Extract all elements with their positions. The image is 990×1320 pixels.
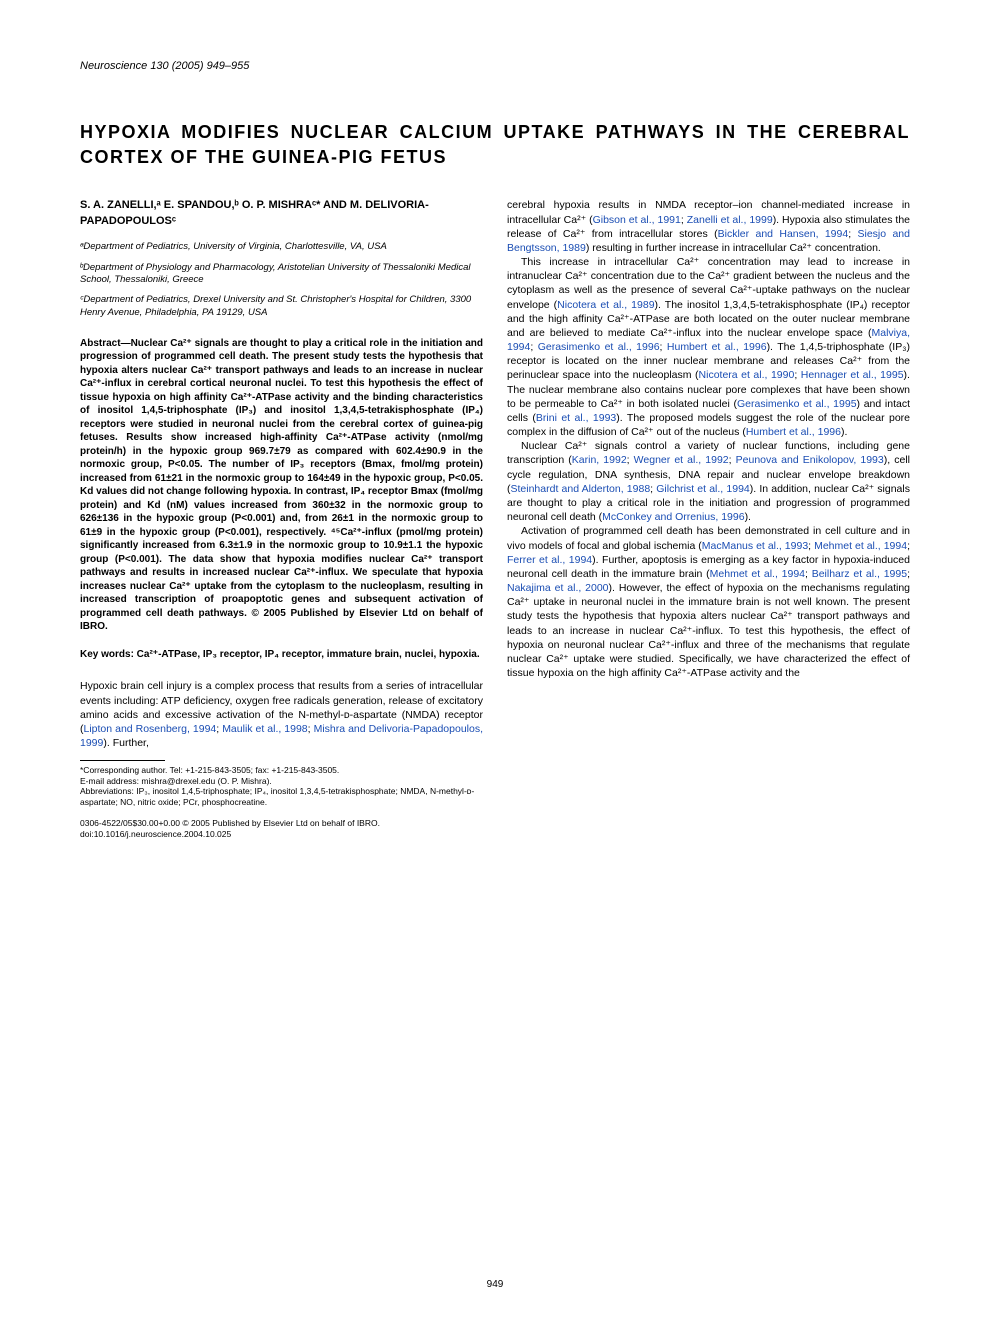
text: ; <box>907 540 910 552</box>
abbreviations-footnote: Abbreviations: IP₃, inositol 1,4,5-triph… <box>80 786 483 807</box>
citation-link[interactable]: Mehmet et al., 1994 <box>814 540 907 552</box>
text: ). However, the effect of hypoxia on the… <box>507 582 910 679</box>
citation-link[interactable]: Gerasimenko et al., 1995 <box>737 398 857 410</box>
body-paragraph-4: Activation of programmed cell death has … <box>507 524 910 680</box>
affiliation-c: ᶜDepartment of Pediatrics, Drexel Univer… <box>80 294 483 319</box>
affiliation-b: ᵇDepartment of Physiology and Pharmacolo… <box>80 262 483 287</box>
citation-link[interactable]: Peunova and Enikolopov, 1993 <box>736 454 884 466</box>
body-paragraph-2: This increase in intracellular Ca²⁺ conc… <box>507 255 910 439</box>
article-title: HYPOXIA MODIFIES NUCLEAR CALCIUM UPTAKE … <box>80 120 910 170</box>
citation-link[interactable]: Humbert et al., 1996 <box>746 426 841 438</box>
page-number: 949 <box>487 1279 504 1290</box>
citation-link[interactable]: Gibson et al., 1991 <box>593 214 681 226</box>
citation-link[interactable]: Gilchrist et al., 1994 <box>656 483 750 495</box>
citation-link[interactable]: Nakajima et al., 2000 <box>507 582 609 594</box>
citation-link[interactable]: Karin, 1992 <box>572 454 627 466</box>
text: ; <box>660 341 667 353</box>
text: ; <box>627 454 634 466</box>
citation-link[interactable]: Humbert et al., 1996 <box>667 341 767 353</box>
text: ; <box>729 454 736 466</box>
citation-link[interactable]: Maulik et al., 1998 <box>222 723 307 735</box>
text: ; <box>805 568 812 580</box>
citation-link[interactable]: Wegner et al., 1992 <box>634 454 729 466</box>
journal-header: Neuroscience 130 (2005) 949–955 <box>80 60 910 72</box>
text: ) resulting in further increase in intra… <box>586 242 881 254</box>
doi-line: 0306-4522/05$30.00+0.00 © 2005 Published… <box>80 818 483 841</box>
text: ; <box>848 228 857 240</box>
text: ). <box>841 426 847 438</box>
abstract: Abstract—Nuclear Ca²⁺ signals are though… <box>80 337 483 634</box>
left-column: S. A. ZANELLI,ᵃ E. SPANDOU,ᵇ O. P. MISHR… <box>80 198 483 840</box>
citation-link[interactable]: Zanelli et al., 1999 <box>687 214 773 226</box>
text: ; <box>530 341 537 353</box>
citation-link[interactable]: Gerasimenko et al., 1996 <box>538 341 660 353</box>
body-paragraph-1: cerebral hypoxia results in NMDA recepto… <box>507 198 910 255</box>
corresponding-author: *Corresponding author. Tel: +1-215-843-3… <box>80 765 483 776</box>
keywords: Key words: Ca²⁺-ATPase, IP₃ receptor, IP… <box>80 648 483 662</box>
intro-paragraph-1: Hypoxic brain cell injury is a complex p… <box>80 679 483 750</box>
citation-link[interactable]: Beilharz et al., 1995 <box>812 568 907 580</box>
citation-link[interactable]: Steinhardt and Alderton, 1988 <box>511 483 651 495</box>
right-column: cerebral hypoxia results in NMDA recepto… <box>507 198 910 840</box>
citation-link[interactable]: Brini et al., 1993 <box>536 412 616 424</box>
citation-link[interactable]: McConkey and Orrenius, 1996 <box>602 511 744 523</box>
two-column-layout: S. A. ZANELLI,ᵃ E. SPANDOU,ᵇ O. P. MISHR… <box>80 198 910 840</box>
body-paragraph-3: Nuclear Ca²⁺ signals control a variety o… <box>507 439 910 524</box>
citation-link[interactable]: Ferrer et al., 1994 <box>507 554 592 566</box>
text: ). Further, <box>103 737 149 749</box>
email-footnote: E-mail address: mishra@drexel.edu (O. P.… <box>80 776 483 787</box>
text: ; <box>907 568 910 580</box>
citation-link[interactable]: Hennager et al., 1995 <box>801 369 904 381</box>
authors: S. A. ZANELLI,ᵃ E. SPANDOU,ᵇ O. P. MISHR… <box>80 198 483 229</box>
citation-link[interactable]: MacManus et al., 1993 <box>702 540 808 552</box>
citation-link[interactable]: Mehmet et al., 1994 <box>710 568 805 580</box>
affiliation-a: ᵃDepartment of Pediatrics, University of… <box>80 241 483 253</box>
footnote-separator <box>80 760 165 761</box>
text: ). <box>745 511 751 523</box>
citation-link[interactable]: Nicotera et al., 1989 <box>557 299 654 311</box>
citation-link[interactable]: Nicotera et al., 1990 <box>699 369 795 381</box>
citation-link[interactable]: Bickler and Hansen, 1994 <box>718 228 849 240</box>
citation-link[interactable]: Lipton and Rosenberg, 1994 <box>84 723 217 735</box>
